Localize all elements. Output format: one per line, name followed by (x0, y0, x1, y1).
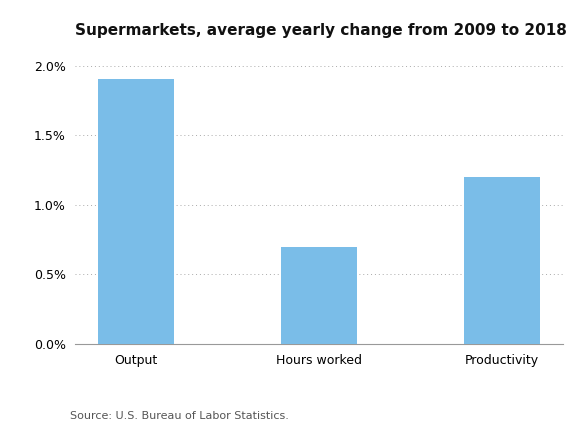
Bar (463, 177, 541, 344)
Text: Source: U.S. Bureau of Labor Statistics.: Source: U.S. Bureau of Labor Statistics. (70, 412, 288, 421)
Bar (281, 246, 357, 344)
Bar (97, 80, 175, 344)
Text: Supermarkets, average yearly change from 2009 to 2018: Supermarkets, average yearly change from… (75, 23, 567, 38)
